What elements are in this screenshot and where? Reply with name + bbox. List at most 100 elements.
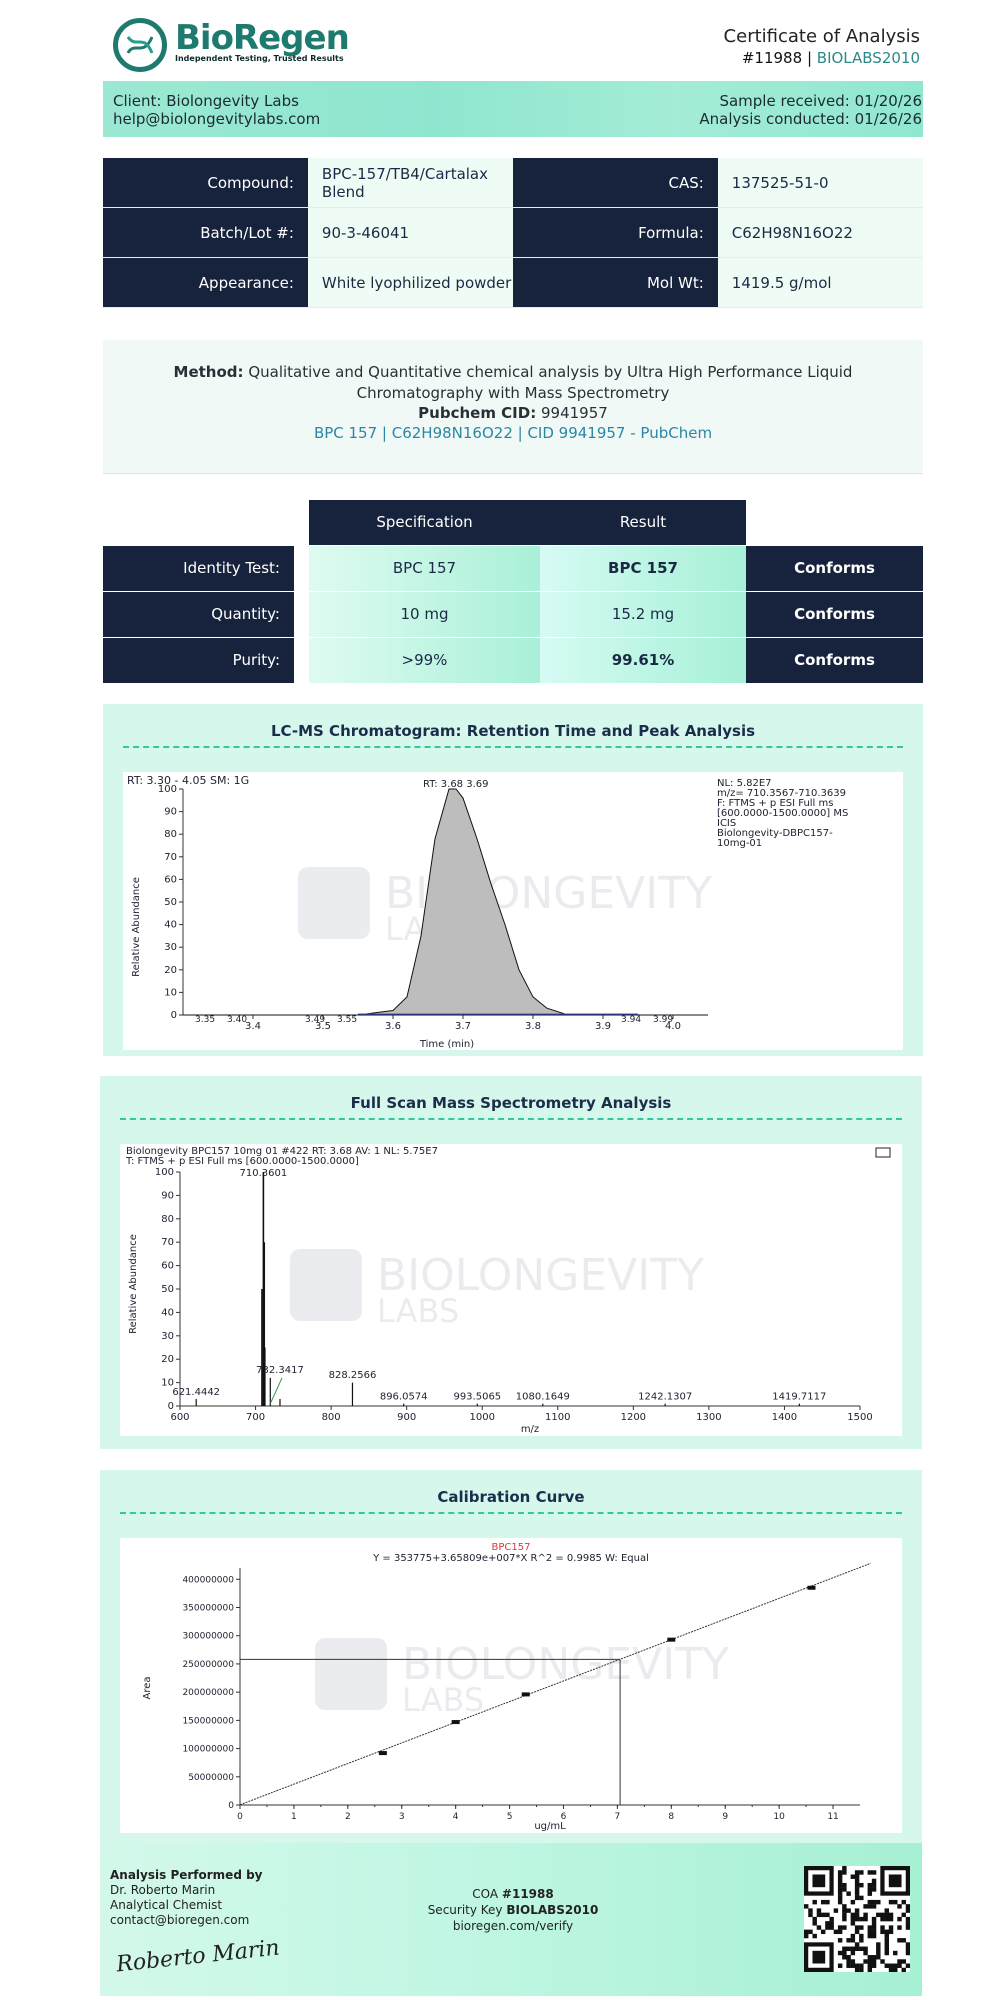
qr-module bbox=[876, 1912, 881, 1918]
minor-peak-label: 3.99 bbox=[653, 1015, 673, 1025]
mass-spec-chart: BIOLONGEVITY LABS Biolongevity BPC157 10… bbox=[125, 1146, 891, 1435]
key-label: Security Key bbox=[427, 1903, 503, 1917]
y-axis-label: Relative Abundance bbox=[128, 1234, 139, 1334]
footer-band bbox=[100, 1843, 922, 1996]
y-tick-label: 50000000 bbox=[188, 1773, 234, 1783]
watermark-text: BIOLONGEVITY bbox=[377, 1250, 704, 1301]
y-tick-label: 70 bbox=[164, 852, 177, 863]
qr-module bbox=[854, 1942, 860, 1947]
qr-module bbox=[846, 1955, 851, 1960]
divider bbox=[120, 1512, 902, 1514]
qr-module bbox=[901, 1912, 906, 1918]
y-tick-label: 100000000 bbox=[182, 1745, 234, 1755]
x-tick-label: 1000 bbox=[469, 1412, 494, 1423]
x-tick-label: 2 bbox=[345, 1812, 351, 1822]
chromatogram-info: NL: 5.82E7 m/z= 710.3567-710.3639 F: FTM… bbox=[717, 778, 848, 849]
qr-module bbox=[859, 1870, 864, 1875]
batch-value: 90-3-46041 bbox=[307, 207, 514, 258]
qr-module bbox=[820, 1912, 826, 1918]
watermark-logo bbox=[315, 1638, 387, 1710]
qr-module bbox=[905, 1904, 910, 1909]
qr-module bbox=[897, 1916, 902, 1922]
qr-module bbox=[876, 1946, 881, 1951]
y-tick-label: 300000000 bbox=[182, 1632, 234, 1642]
qr-module bbox=[859, 1938, 864, 1943]
info-line: ICIS bbox=[717, 818, 736, 829]
qr-module bbox=[833, 1929, 839, 1935]
qr-module bbox=[808, 1912, 813, 1918]
x-tick-label: 8 bbox=[668, 1812, 674, 1822]
verify-link[interactable]: bioregen.com/verify bbox=[452, 1919, 574, 1933]
qr-module bbox=[867, 1891, 873, 1896]
peak-label: 828.2566 bbox=[329, 1370, 377, 1381]
appearance-value: White lyophilized powder bbox=[307, 257, 514, 308]
calibration-section: Calibration Curve BIOLONGEVITY LABS BPC1… bbox=[100, 1470, 922, 1843]
qr-module bbox=[888, 1967, 894, 1972]
qr-module bbox=[816, 1912, 822, 1918]
result-header: Result bbox=[540, 500, 746, 545]
pubchem-label: Pubchem CID: bbox=[418, 404, 537, 422]
qr-module bbox=[846, 1963, 851, 1968]
qr-module bbox=[863, 1946, 868, 1951]
qr-module bbox=[876, 1950, 881, 1956]
qr-module bbox=[871, 1955, 877, 1960]
chart-title: BPC157 bbox=[492, 1542, 531, 1553]
qr-module bbox=[867, 1959, 873, 1964]
chromatogram-section: LC-MS Chromatogram: Retention Time and P… bbox=[103, 704, 923, 1056]
qr-module bbox=[871, 1933, 877, 1939]
y-tick-label: 150000000 bbox=[182, 1716, 234, 1726]
qr-module bbox=[871, 1929, 877, 1935]
qr-code-icon[interactable] bbox=[804, 1866, 910, 1972]
qr-module bbox=[867, 1933, 873, 1939]
peak-label: 710.3601 bbox=[240, 1168, 288, 1179]
qr-module bbox=[884, 1929, 889, 1935]
row-status: Conforms bbox=[746, 638, 923, 683]
qr-module bbox=[871, 1878, 877, 1884]
qr-module bbox=[880, 1912, 885, 1918]
qr-module bbox=[812, 1916, 817, 1922]
coa-number: #11988 bbox=[741, 49, 803, 67]
cas-value: 137525-51-0 bbox=[717, 158, 923, 208]
peak-label: 1242.1307 bbox=[638, 1392, 692, 1403]
qr-module bbox=[837, 1870, 843, 1875]
qr-module bbox=[837, 1938, 843, 1943]
y-tick-label: 250000000 bbox=[182, 1660, 234, 1670]
qr-module bbox=[825, 1899, 830, 1905]
qr-module bbox=[871, 1904, 877, 1909]
qr-module bbox=[871, 1963, 877, 1968]
compound-label: Compound: bbox=[103, 158, 308, 208]
qr-module bbox=[829, 1921, 834, 1926]
pubchem-link[interactable]: BPC 157 | C62H98N16O22 | CID 9941957 - P… bbox=[313, 424, 713, 442]
qr-module bbox=[888, 1963, 894, 1968]
qr-module bbox=[871, 1899, 877, 1905]
qr-module bbox=[888, 1916, 894, 1922]
qr-module bbox=[816, 1925, 822, 1930]
brand-tagline: Independent Testing, Trusted Results bbox=[175, 54, 344, 63]
x-tick-label: 800 bbox=[322, 1412, 341, 1423]
qr-module bbox=[867, 1967, 873, 1972]
peak-label: 732.3417 bbox=[256, 1365, 304, 1376]
qr-module bbox=[884, 1908, 889, 1913]
watermark-subtext: LABS bbox=[402, 1681, 484, 1719]
y-tick-label: 30 bbox=[164, 942, 177, 953]
peak-label: 621.4442 bbox=[172, 1387, 220, 1398]
qr-module bbox=[842, 1866, 847, 1871]
qr-module bbox=[884, 1942, 889, 1947]
qr-module bbox=[884, 1933, 889, 1939]
client-name: Client: Biolongevity Labs bbox=[113, 92, 299, 110]
watermark: BIOLONGEVITY LABS bbox=[290, 1249, 704, 1330]
coa-label: COA bbox=[472, 1887, 499, 1901]
qr-module bbox=[905, 1921, 910, 1926]
qr-module bbox=[850, 1874, 856, 1879]
qr-module bbox=[837, 1899, 843, 1905]
qr-module bbox=[859, 1933, 864, 1939]
x-tick-label: 1500 bbox=[847, 1412, 872, 1423]
x-tick-label: 1400 bbox=[772, 1412, 797, 1423]
calibration-point bbox=[667, 1637, 676, 1642]
qr-module bbox=[888, 1929, 894, 1935]
calibration-panel: BIOLONGEVITY LABS BPC157 Y = 353775+3.65… bbox=[120, 1538, 902, 1833]
row-spec: 10 mg bbox=[309, 592, 540, 637]
watermark-logo bbox=[298, 867, 370, 939]
qr-module bbox=[854, 1946, 860, 1951]
x-tick-label: 3.6 bbox=[385, 1021, 401, 1032]
